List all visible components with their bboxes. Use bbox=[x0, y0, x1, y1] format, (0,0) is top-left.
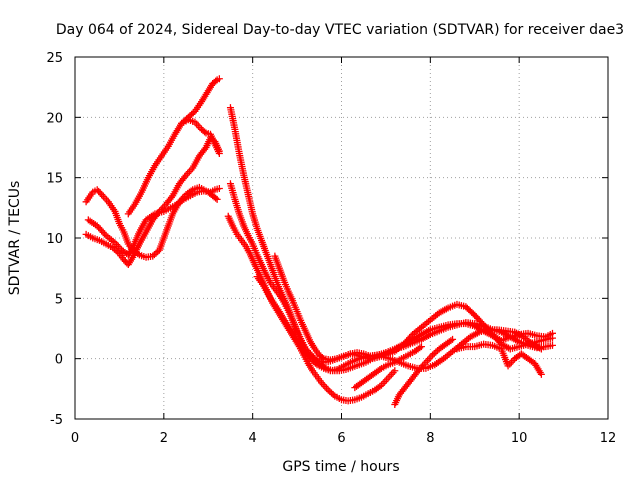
data-point bbox=[110, 245, 118, 253]
y-tick-label: 25 bbox=[46, 51, 63, 66]
x-tick-label: 10 bbox=[511, 431, 528, 446]
data-point bbox=[149, 252, 157, 260]
data-point bbox=[429, 351, 437, 359]
data-point bbox=[326, 388, 334, 396]
y-tick-label: 20 bbox=[46, 111, 63, 126]
data-series bbox=[453, 340, 545, 378]
data-point bbox=[324, 386, 332, 394]
data-point bbox=[449, 335, 457, 343]
data-point bbox=[447, 337, 455, 345]
data-point bbox=[376, 366, 384, 374]
data-point bbox=[306, 355, 314, 363]
data-series bbox=[84, 185, 223, 259]
y-axis-title: SDTVAR / TECUs bbox=[7, 181, 23, 296]
data-point bbox=[308, 356, 316, 364]
data-point bbox=[391, 367, 399, 375]
data-series bbox=[178, 116, 223, 158]
data-series bbox=[351, 343, 425, 392]
data-point bbox=[188, 110, 196, 118]
data-point bbox=[212, 77, 220, 85]
x-axis-title: GPS time / hours bbox=[282, 459, 399, 475]
data-point bbox=[548, 341, 556, 349]
data-point bbox=[416, 344, 424, 352]
data-series bbox=[82, 183, 221, 261]
y-tick-label: -5 bbox=[50, 413, 63, 428]
x-tick-label: 0 bbox=[71, 431, 79, 446]
data-point bbox=[417, 343, 425, 351]
data-series bbox=[391, 335, 457, 409]
data-series bbox=[82, 134, 223, 269]
data-point bbox=[329, 391, 337, 399]
y-axis: -5 0 5 10 15 20 25 bbox=[46, 51, 608, 428]
data-point bbox=[212, 194, 220, 202]
data-point bbox=[407, 332, 415, 340]
data-point bbox=[189, 109, 197, 117]
chart-title: Day 064 of 2024, Sidereal Day-to-day VTE… bbox=[56, 22, 624, 38]
y-tick-label: 10 bbox=[46, 232, 63, 247]
x-tick-label: 4 bbox=[249, 431, 257, 446]
data-point bbox=[328, 389, 336, 397]
data-point bbox=[376, 382, 384, 390]
data-point bbox=[311, 359, 319, 367]
data-point bbox=[201, 128, 209, 136]
data-points bbox=[82, 75, 556, 409]
data-point bbox=[213, 195, 221, 203]
data-point bbox=[318, 353, 326, 361]
data-series bbox=[226, 104, 556, 366]
data-point bbox=[178, 197, 186, 205]
y-tick-label: 15 bbox=[46, 172, 63, 187]
data-point bbox=[154, 248, 162, 256]
data-point bbox=[215, 75, 223, 83]
y-tick-label: 5 bbox=[55, 292, 63, 307]
x-tick-label: 12 bbox=[600, 431, 617, 446]
x-tick-label: 8 bbox=[426, 431, 434, 446]
data-point bbox=[537, 370, 545, 378]
data-point bbox=[152, 249, 160, 257]
data-point bbox=[430, 350, 438, 358]
y-tick-label: 0 bbox=[55, 353, 63, 368]
x-tick-label: 6 bbox=[337, 431, 345, 446]
x-tick-label: 2 bbox=[160, 431, 168, 446]
data-point bbox=[432, 348, 440, 356]
data-point bbox=[215, 150, 223, 158]
data-point bbox=[215, 185, 223, 193]
data-point bbox=[150, 251, 158, 259]
data-point bbox=[109, 244, 117, 252]
data-point bbox=[548, 334, 556, 342]
data-point bbox=[310, 358, 318, 366]
data-point bbox=[101, 230, 109, 238]
x-axis: 0 2 4 6 8 10 12 bbox=[71, 57, 616, 446]
data-point bbox=[96, 189, 104, 197]
data-series bbox=[271, 252, 556, 364]
